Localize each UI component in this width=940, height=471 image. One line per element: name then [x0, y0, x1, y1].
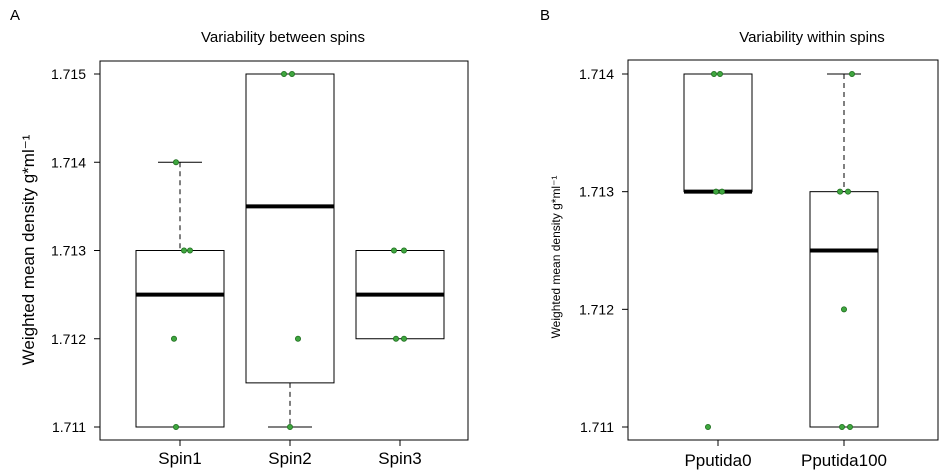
y-tick-label: 1.711 [580, 419, 614, 435]
x-tick-label: Spin1 [158, 449, 201, 468]
panel-a-y-ticks: 1.711 1.712 1.713 1.714 1.715 [51, 66, 100, 435]
panel-a-boxes [135, 73, 445, 428]
y-tick-label: 1.713 [51, 243, 86, 259]
x-tick-label: Pputida0 [684, 451, 751, 470]
data-point [172, 423, 179, 430]
x-tick-label: Pputida100 [801, 451, 887, 470]
data-point [288, 71, 295, 78]
data-point [186, 247, 193, 254]
panel-a-title: Variability between spins [201, 29, 365, 46]
panel-a-x-ticks: Spin1 Spin2 Spin3 [158, 440, 422, 468]
data-point [849, 71, 856, 78]
data-point [713, 188, 720, 195]
panel-b-y-ticks: 1.711 1.712 1.713 1.714 [579, 66, 628, 435]
data-point [705, 423, 712, 430]
data-point [172, 159, 179, 166]
y-tick-label: 1.712 [579, 301, 614, 317]
y-tick-label: 1.712 [51, 331, 86, 347]
panel-b-y-axis-label: Weighted mean density g*ml⁻¹ [549, 176, 563, 339]
panel-b-label: B [540, 7, 550, 24]
data-point [839, 423, 846, 430]
data-point [719, 188, 726, 195]
data-point [847, 423, 854, 430]
box-spin2 [245, 73, 335, 384]
panel-a-label: A [10, 7, 20, 24]
data-point [280, 71, 287, 78]
data-point [180, 247, 187, 254]
y-tick-label: 1.715 [51, 66, 86, 82]
y-tick-label: 1.714 [51, 154, 86, 170]
panel-b: B Variability within spins Weighted mean… [540, 7, 939, 470]
data-point [400, 335, 407, 342]
data-point [294, 335, 301, 342]
data-point [845, 188, 852, 195]
panel-b-plot-frame [627, 59, 939, 441]
data-point [837, 188, 844, 195]
panel-b-x-ticks: Pputida0 Pputida100 [684, 440, 887, 470]
panel-b-title: Variability within spins [739, 29, 885, 46]
data-point [841, 306, 848, 313]
panel-b-boxes [683, 73, 879, 428]
x-tick-label: Spin2 [268, 449, 311, 468]
data-point [400, 247, 407, 254]
data-point [392, 335, 399, 342]
panel-a-points [170, 71, 407, 430]
data-point [711, 71, 718, 78]
data-point [390, 247, 397, 254]
data-point [170, 335, 177, 342]
y-tick-label: 1.711 [52, 419, 86, 435]
box-spin1 [135, 250, 225, 428]
panel-b-points [705, 71, 856, 430]
y-tick-label: 1.713 [579, 184, 614, 200]
panel-a-y-axis-label: Weighted mean density g*ml⁻¹ [19, 134, 38, 365]
box-pputida0 [683, 73, 753, 193]
x-tick-label: Spin3 [378, 449, 421, 468]
data-point [717, 71, 724, 78]
panel-a: A Variability between spins Weighted mea… [10, 7, 469, 468]
y-tick-label: 1.714 [579, 66, 614, 82]
data-point [286, 423, 293, 430]
